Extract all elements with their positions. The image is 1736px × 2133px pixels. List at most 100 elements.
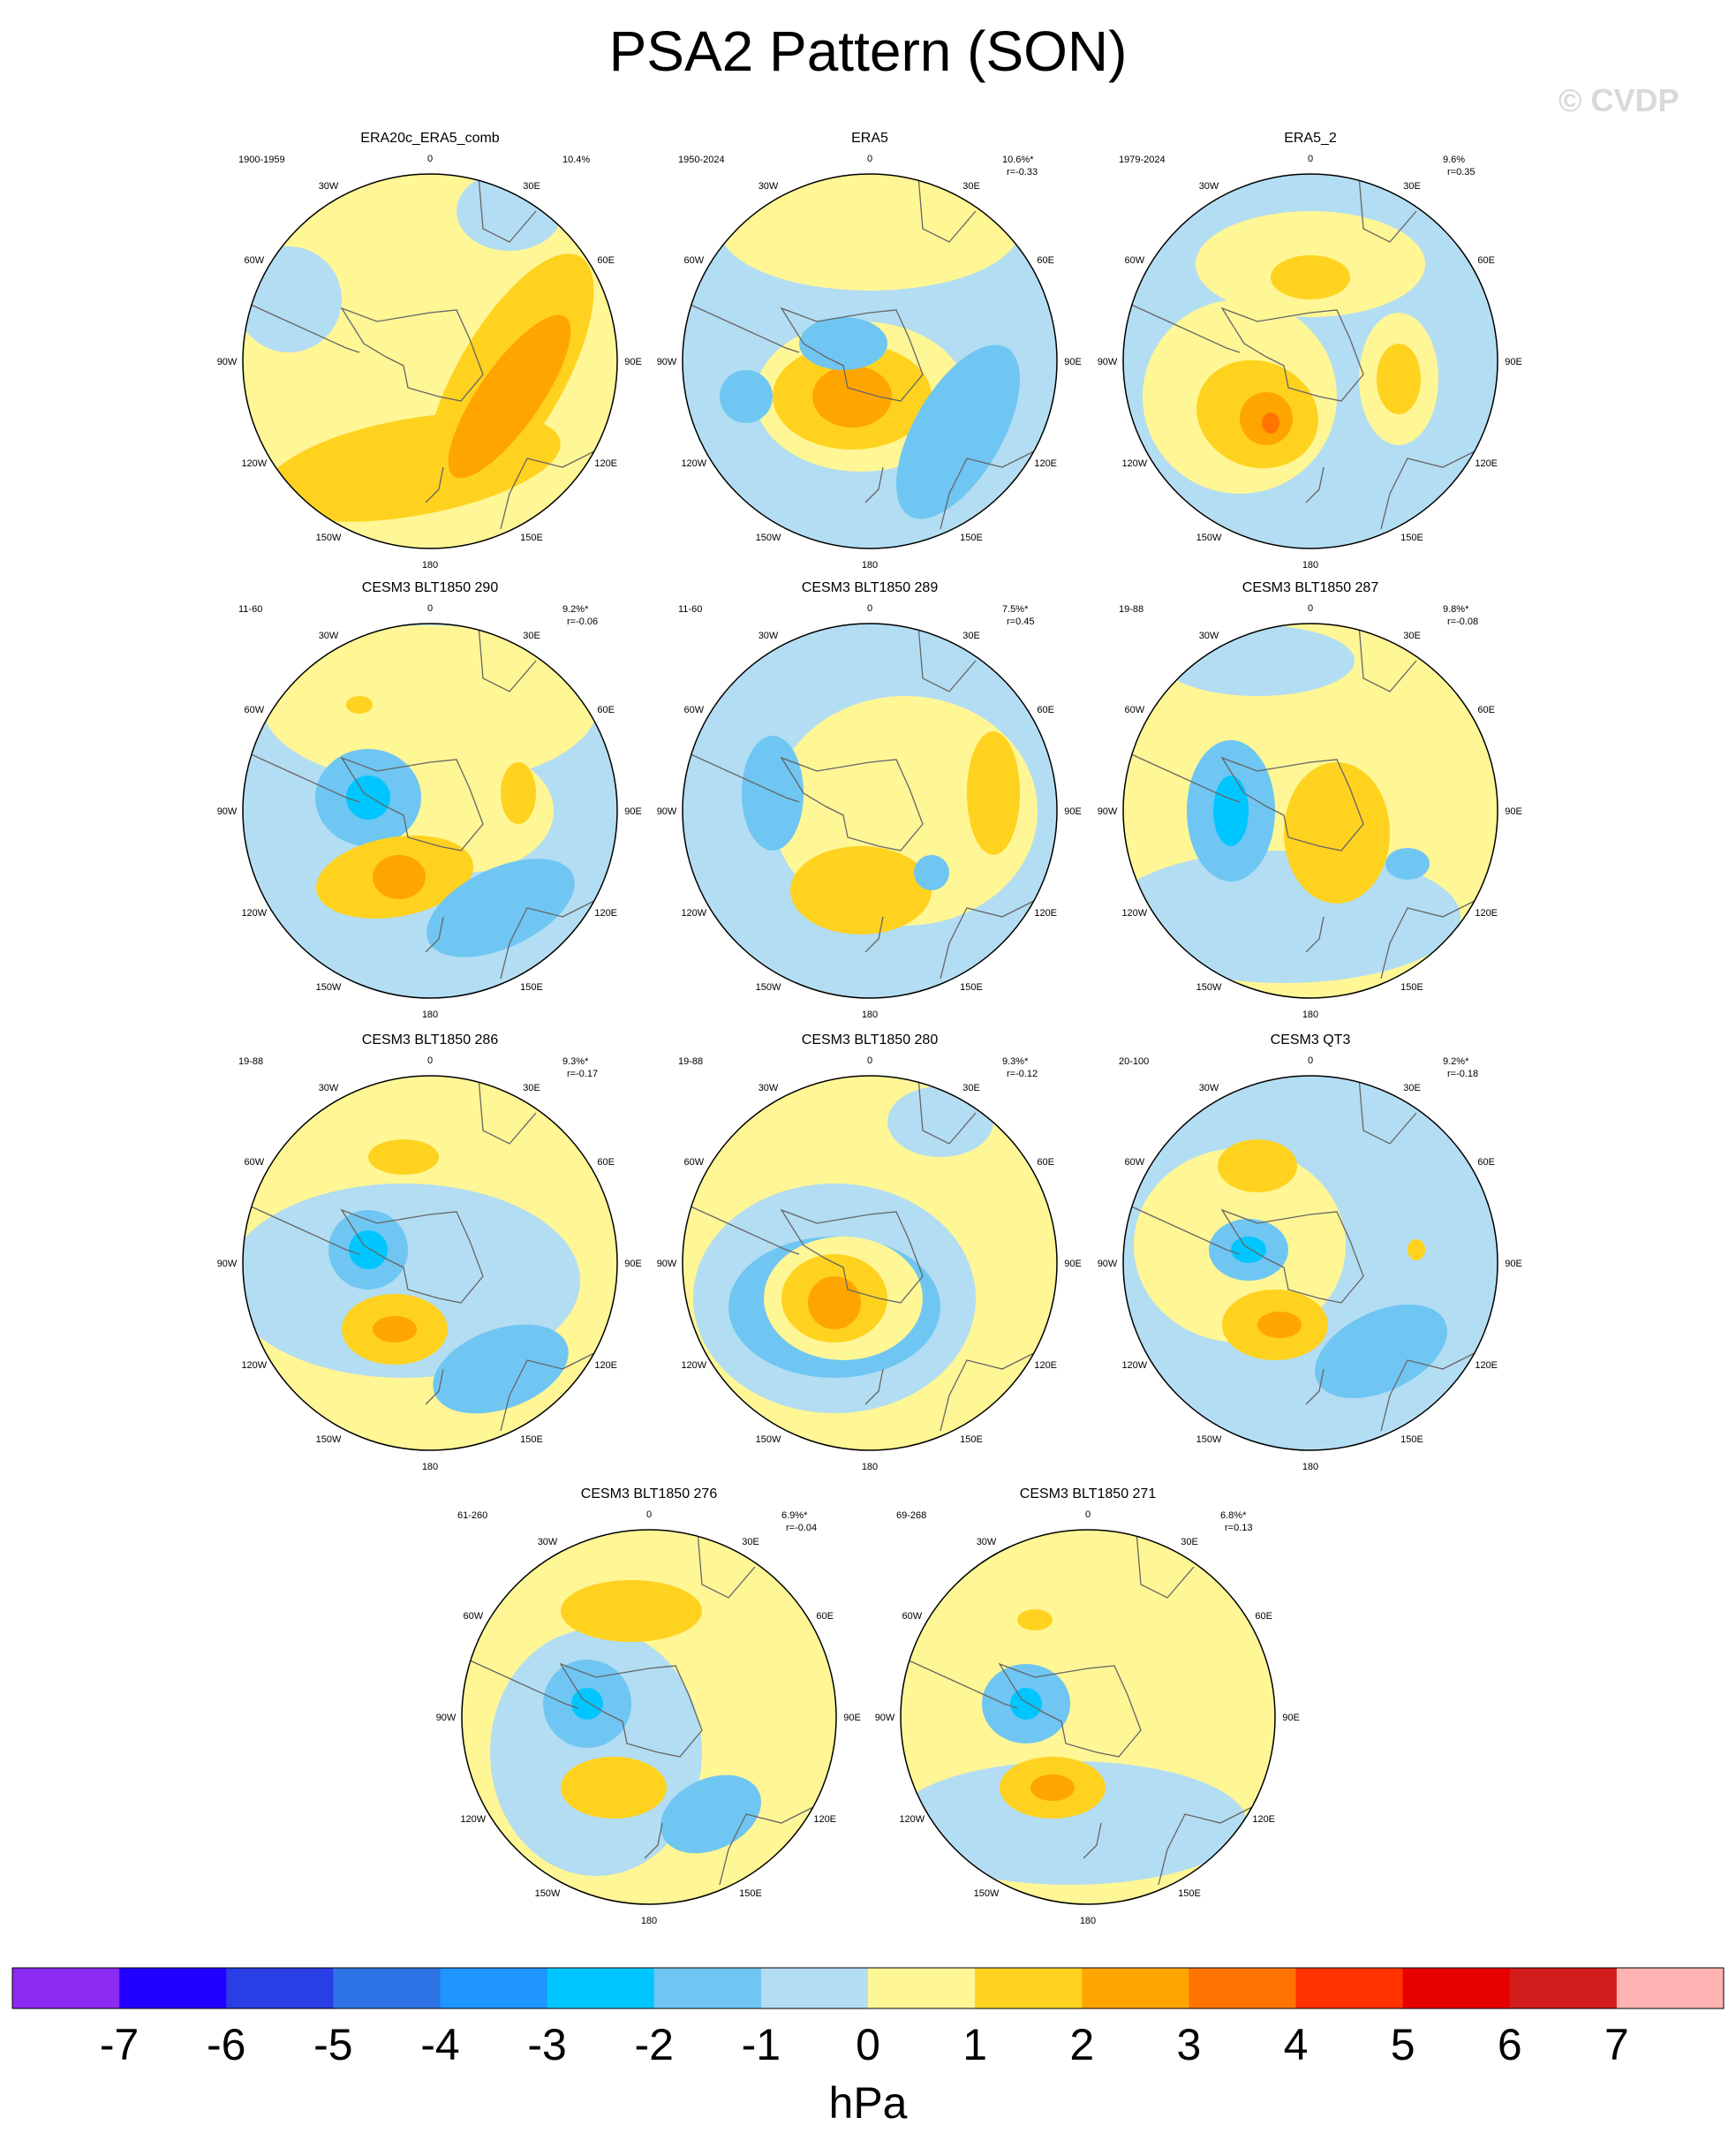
- panel-correlation: r=0.35: [1447, 167, 1476, 178]
- longitude-label: 120W: [1121, 908, 1147, 919]
- colorbar-tick-label: 5: [1391, 2020, 1415, 2069]
- antarctica-coastline: [780, 1208, 924, 1304]
- map-panel: CESM3 BLT1850 280 19-88 9.3%* r=-0.12 0 30E 60…: [657, 1032, 1082, 1472]
- anomaly-contour: [1218, 1139, 1297, 1192]
- panel-correlation: r=-0.08: [1447, 616, 1478, 627]
- longitude-label: 90W: [1098, 806, 1118, 817]
- longitude-label: 150W: [756, 1434, 781, 1445]
- longitude-label: 180: [422, 560, 438, 571]
- longitude-label: 90E: [1505, 357, 1522, 367]
- longitude-label: 180: [422, 1010, 438, 1020]
- map-border: [242, 623, 618, 999]
- longitude-label: 90W: [1098, 357, 1118, 367]
- map-border: [682, 623, 1058, 999]
- longitude-label: 0: [867, 603, 872, 614]
- colorbar-tick-label: -6: [207, 2020, 245, 2069]
- longitude-label: 0: [867, 154, 872, 164]
- colorbar-tick-label: -5: [313, 2020, 352, 2069]
- panel-correlation: r=-0.17: [567, 1069, 598, 1079]
- anomaly-contour: [720, 174, 1020, 291]
- anomaly-contour: [571, 1688, 603, 1720]
- panel-title: CESM3 BLT1850 276: [581, 1486, 718, 1501]
- africa-coastline: [917, 624, 977, 692]
- longitude-label: 120W: [681, 458, 706, 469]
- longitude-label: 30E: [962, 1083, 980, 1093]
- longitude-label: 60E: [1255, 1611, 1272, 1622]
- longitude-label: 120E: [1475, 908, 1498, 919]
- longitude-label: 180: [1302, 1462, 1318, 1472]
- longitude-label: 30W: [1199, 181, 1219, 192]
- colorbar-tick-label: -4: [420, 2020, 459, 2069]
- anomaly-contour: [561, 1580, 702, 1642]
- longitude-label: 0: [427, 603, 433, 614]
- antarctica-coastline: [1220, 1208, 1364, 1304]
- colorbar-swatch: [547, 1968, 655, 2008]
- anomaly-contour: [346, 775, 390, 820]
- longitude-label: 30E: [523, 631, 540, 641]
- longitude-label: 120W: [899, 1814, 925, 1825]
- panel-title: CESM3 BLT1850 290: [362, 580, 499, 595]
- longitude-label: 30E: [1403, 181, 1421, 192]
- panel-period: 19-88: [238, 1056, 263, 1067]
- map-border: [682, 173, 1058, 549]
- longitude-label: 30W: [759, 1083, 779, 1093]
- anomaly-contour: [1385, 848, 1430, 880]
- longitude-label: 30W: [1199, 1083, 1219, 1093]
- australia-coastline: [940, 898, 1038, 980]
- map-border: [461, 1529, 837, 1905]
- longitude-label: 30E: [523, 181, 540, 192]
- colorbar-swatch: [1616, 1968, 1725, 2008]
- australia-coastline: [500, 449, 599, 530]
- longitude-label: 150W: [316, 1434, 342, 1445]
- longitude-label: 120W: [681, 908, 706, 919]
- panel-title: CESM3 BLT1850 289: [802, 580, 939, 595]
- africa-coastline: [1358, 1077, 1417, 1145]
- longitude-label: 150W: [974, 1888, 1000, 1899]
- longitude-label: 120E: [1475, 1360, 1498, 1371]
- anomaly-contour: [914, 855, 949, 890]
- anomaly-contour: [1010, 1688, 1042, 1720]
- anomaly-contour: [1315, 1305, 1447, 1398]
- longitude-label: 60W: [1125, 705, 1145, 715]
- antarctica-coastline: [780, 756, 924, 851]
- map-panel: ERA5_2 1979-2024 9.6% r=0.35 0 30E 60E 90E 120E 1…: [1098, 131, 1522, 571]
- colorbar-swatch: [975, 1968, 1083, 2008]
- south-america-coastline: [688, 753, 800, 803]
- colorbar-tick-label: 3: [1176, 2020, 1201, 2069]
- australia-coastline: [1380, 898, 1479, 980]
- south-america-coastline: [248, 303, 360, 353]
- colorbar-tick-label: 4: [1284, 2020, 1309, 2069]
- longitude-label: 150E: [520, 1434, 543, 1445]
- anomaly-contour: [1262, 412, 1279, 434]
- longitude-label: 150E: [1400, 533, 1423, 543]
- antarctica-coastline: [1220, 306, 1364, 402]
- longitude-label: 120E: [594, 908, 617, 919]
- anomaly-contour: [448, 314, 571, 479]
- longitude-label: 60W: [1125, 1157, 1145, 1168]
- anomaly-contour: [967, 731, 1020, 855]
- colorbar-tick-label: 7: [1604, 2020, 1629, 2069]
- colorbar-swatch: [333, 1968, 441, 2008]
- longitude-label: 30W: [759, 631, 779, 641]
- new-zealand-coastline: [1305, 916, 1325, 953]
- longitude-label: 150W: [1196, 533, 1222, 543]
- south-america-coastline: [906, 1659, 1018, 1709]
- panel-period: 1900-1959: [238, 155, 285, 165]
- panel-period: 69-268: [896, 1510, 926, 1521]
- antarctica-coastline: [998, 1662, 1142, 1758]
- map-panel: CESM3 BLT1850 276 61-260 6.9%* r=-0.04 0 30E 6…: [436, 1486, 861, 1926]
- longitude-label: 120W: [681, 1360, 706, 1371]
- africa-coastline: [1358, 175, 1417, 243]
- south-america-coastline: [248, 1205, 360, 1255]
- longitude-label: 30E: [1403, 631, 1421, 641]
- panel-variance: 6.9%*: [781, 1510, 808, 1521]
- antarctica-coastline: [340, 756, 484, 851]
- panel-correlation: r=-0.18: [1447, 1069, 1478, 1079]
- longitude-label: 60E: [1477, 705, 1495, 715]
- longitude-label: 90W: [217, 357, 238, 367]
- map-border: [1122, 1075, 1498, 1451]
- longitude-label: 150E: [520, 982, 543, 993]
- panel-variance: 10.4%: [562, 155, 590, 165]
- anomaly-contour: [901, 1761, 1247, 1885]
- anomaly-contour: [457, 174, 562, 251]
